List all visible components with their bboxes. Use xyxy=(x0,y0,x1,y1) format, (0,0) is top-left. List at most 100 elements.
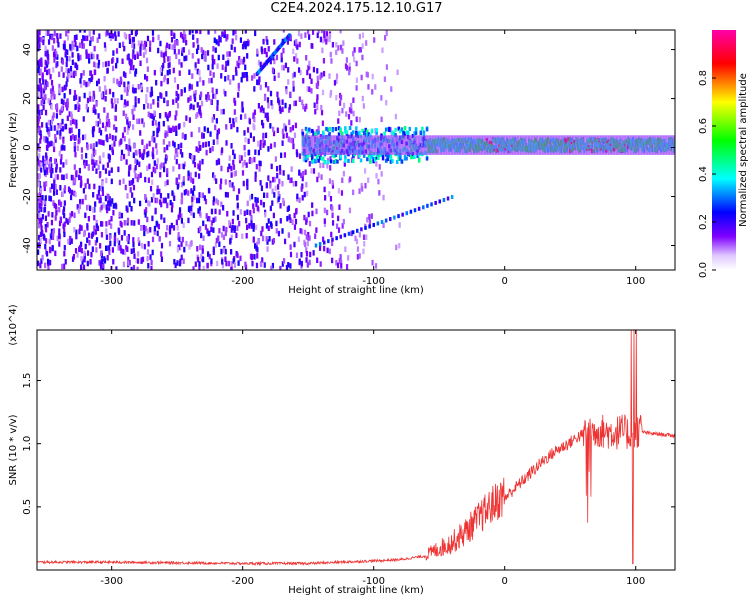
heatmap-cell xyxy=(300,172,303,179)
heatmap-cell xyxy=(179,148,182,155)
heatmap-cell xyxy=(389,154,393,159)
heatmap-x-ticks: -300 -200 -100 0 100 xyxy=(100,30,645,287)
heatmap-cell xyxy=(601,135,604,155)
heatmap-cell xyxy=(214,30,217,34)
heatmap-cell xyxy=(583,135,586,155)
heatmap-cell xyxy=(231,38,234,44)
heatmap-cell xyxy=(594,135,597,155)
heatmap-cell xyxy=(244,261,247,268)
heatmap-cell xyxy=(63,244,66,251)
heatmap-cell xyxy=(168,229,172,235)
heatmap-cell xyxy=(180,198,184,204)
heatmap-cell xyxy=(98,172,102,179)
heatmap-cell xyxy=(58,241,61,247)
heatmap-cell xyxy=(217,235,220,241)
heatmap-cell xyxy=(58,150,61,157)
heatmap-cell xyxy=(480,135,483,155)
heatmap-cell xyxy=(212,139,215,145)
heatmap-cell xyxy=(252,207,255,214)
heatmap-cell xyxy=(281,261,284,267)
heatmap-cell xyxy=(388,135,391,155)
heatmap-cell xyxy=(287,79,290,85)
heatmap-cell xyxy=(312,158,316,163)
heatmap-cell xyxy=(97,62,100,69)
heatmap-cell xyxy=(389,135,392,155)
heatmap-cell xyxy=(60,66,63,72)
heatmap-cell xyxy=(446,196,450,201)
heatmap-cell xyxy=(84,183,87,189)
heatmap-cell xyxy=(196,111,199,118)
heatmap-cell xyxy=(306,135,309,155)
heatmap-cell xyxy=(269,221,273,227)
heatmap-cell xyxy=(162,197,165,204)
heatmap-cell xyxy=(54,174,57,180)
heatmap-cell xyxy=(222,225,225,232)
heatmap-cell xyxy=(244,43,247,50)
heatmap-cell xyxy=(107,200,110,206)
snr-frame xyxy=(36,329,676,571)
heatmap-cell xyxy=(116,78,119,85)
heatmap-cell xyxy=(152,153,155,160)
heatmap-cell xyxy=(374,84,377,90)
heatmap-cell xyxy=(461,135,464,155)
heatmap-cell xyxy=(78,96,81,102)
heatmap-cell xyxy=(216,133,219,140)
heatmap-cell xyxy=(39,191,42,198)
heatmap-cell xyxy=(108,121,111,128)
heatmap-cell xyxy=(72,44,75,50)
heatmap-cell xyxy=(48,158,52,165)
heatmap-cell xyxy=(477,135,480,155)
heatmap-cell xyxy=(282,30,285,33)
heatmap-cell xyxy=(122,261,125,268)
heatmap-cell xyxy=(239,209,242,215)
heatmap-cell xyxy=(175,130,178,137)
heatmap-cell xyxy=(245,217,248,224)
heatmap-cell xyxy=(188,30,191,35)
heatmap-cell xyxy=(147,177,150,183)
heatmap-cell xyxy=(202,80,205,86)
heatmap-cell xyxy=(46,258,50,265)
heatmap-cell xyxy=(335,260,338,266)
heatmap-cell xyxy=(216,105,219,111)
heatmap-cell xyxy=(380,171,383,177)
heatmap-cell xyxy=(199,30,202,35)
heatmap-cell xyxy=(88,77,91,84)
heatmap-cell xyxy=(100,231,104,238)
heatmap-cell xyxy=(102,152,105,158)
heatmap-cell xyxy=(303,191,306,198)
heatmap-cell xyxy=(80,225,83,231)
heatmap-cell xyxy=(89,259,92,265)
heatmap-cell xyxy=(113,141,116,147)
heatmap-cell xyxy=(111,102,114,109)
heatmap-cell xyxy=(252,112,255,118)
heatmap-cell xyxy=(46,126,49,133)
heatmap-cell xyxy=(182,163,185,170)
heatmap-cell xyxy=(348,69,351,76)
heatmap-cell xyxy=(364,225,367,230)
heatmap-cell xyxy=(316,257,319,264)
heatmap-cell xyxy=(166,100,169,106)
heatmap-cell xyxy=(271,104,274,110)
heatmap-cell xyxy=(175,53,178,60)
heatmap-cell xyxy=(155,122,159,129)
heatmap-cell xyxy=(216,139,219,145)
heatmap-cell xyxy=(573,135,576,155)
heatmap-cell xyxy=(395,159,399,164)
heatmap-cell xyxy=(134,164,137,171)
heatmap-cell xyxy=(132,105,135,112)
heatmap-cell xyxy=(114,135,117,142)
heatmap-cell xyxy=(364,182,367,189)
heatmap-cell xyxy=(250,254,253,261)
heatmap-cell xyxy=(269,90,273,97)
heatmap-cell xyxy=(197,173,201,179)
heatmap-cell xyxy=(287,174,290,180)
heatmap-cell xyxy=(181,132,185,138)
heatmap-cell xyxy=(300,186,303,192)
heatmap-cell xyxy=(38,42,41,49)
heatmap-cell xyxy=(130,248,133,254)
heatmap-cell xyxy=(143,149,146,155)
heatmap-cell xyxy=(123,135,126,142)
heatmap-cell xyxy=(551,135,554,155)
heatmap-cell xyxy=(288,33,291,38)
heatmap-cell xyxy=(117,31,120,37)
